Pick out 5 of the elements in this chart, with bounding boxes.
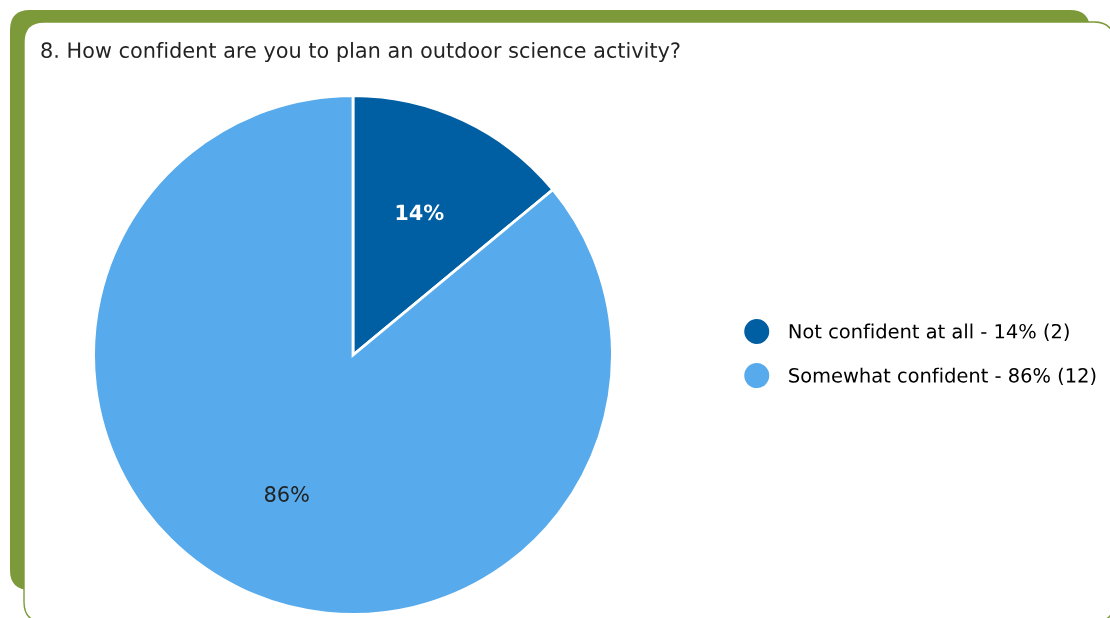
data-label: 86% [264,486,309,502]
chart-title: 8. How confident are you to plan an outdoor science activity? [41,41,680,63]
data-label: 14% [396,204,444,221]
legend-label: Not confident at all - 14% (2) [789,323,1069,341]
legend-label: Somewhat confident - 86% (12) [789,367,1096,385]
